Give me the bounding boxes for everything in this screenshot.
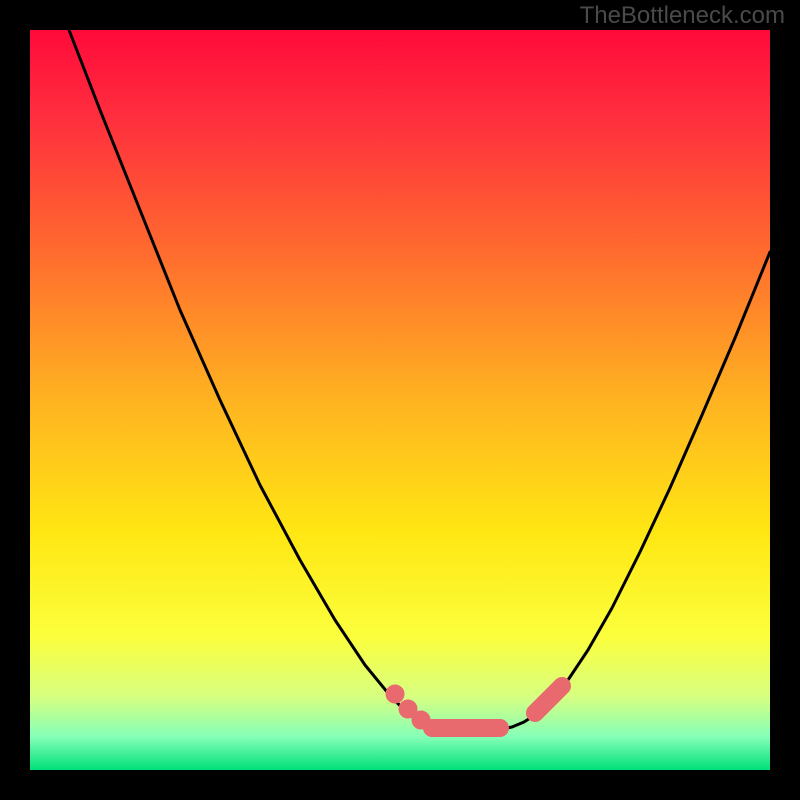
highlight-segment	[535, 686, 562, 713]
watermark-text: TheBottleneck.com	[580, 2, 785, 30]
highlight-segments-group	[432, 686, 562, 728]
marker-dot	[386, 685, 404, 703]
chart-root: TheBottleneck.com	[0, 0, 800, 800]
curve-layer	[30, 30, 770, 770]
plot-area	[30, 30, 770, 770]
marker-dots-group	[386, 685, 430, 729]
bottleneck-curve	[69, 30, 770, 730]
chart-frame	[0, 0, 800, 800]
